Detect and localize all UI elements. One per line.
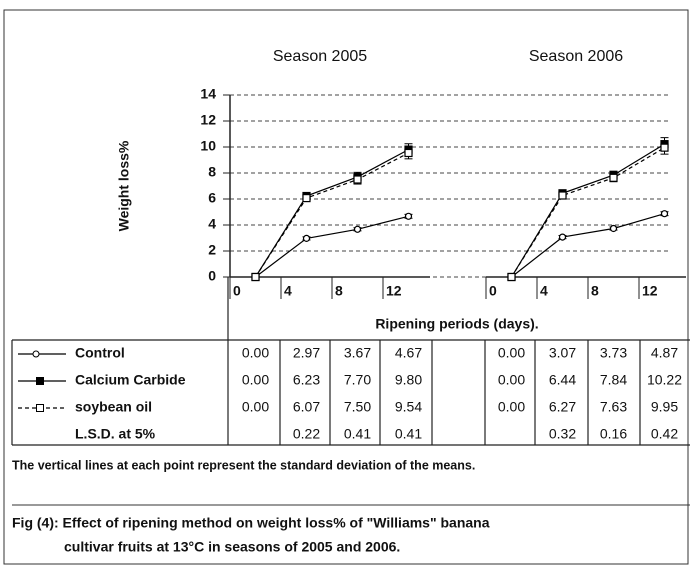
- series-line: [511, 213, 665, 278]
- point: [353, 225, 362, 233]
- table-cell: 7.63: [600, 399, 627, 415]
- table-cell: 2.97: [293, 345, 320, 361]
- point: [251, 272, 260, 282]
- legend-marker: [32, 350, 40, 358]
- caption-line: cultivar fruits at 13°C in seasons of 20…: [64, 539, 400, 555]
- series-line: [254, 149, 409, 278]
- series-line: [255, 215, 409, 278]
- table-cell: 3.67: [344, 345, 371, 361]
- series-line: [510, 143, 665, 278]
- table-cell: 9.54: [395, 399, 422, 415]
- x-tick-label: 4: [540, 283, 548, 299]
- table-lines: [11, 277, 690, 446]
- table-cell: 6.07: [293, 399, 320, 415]
- table-cell: 0.41: [395, 426, 422, 442]
- table-cell: 9.95: [651, 399, 678, 415]
- point: [404, 148, 413, 158]
- table-cell: 6.44: [549, 372, 576, 388]
- point: [558, 191, 567, 200]
- table-cell: 7.84: [600, 372, 627, 388]
- table-cell: 3.73: [600, 345, 627, 361]
- x-tick-label: 8: [335, 283, 343, 299]
- table-cell: 0.00: [242, 372, 269, 388]
- x-tick-label: 12: [642, 283, 658, 299]
- y-tick-label: 6: [208, 190, 216, 206]
- series-line: [510, 147, 665, 278]
- table-cell: 0.00: [498, 399, 525, 415]
- point: [660, 143, 669, 152]
- table-cell: 7.70: [344, 372, 371, 388]
- table-cell: 7.50: [344, 399, 371, 415]
- table-cell: 3.07: [549, 345, 576, 361]
- y-tick-label: 4: [208, 216, 216, 232]
- x-tick-label: 0: [489, 283, 497, 299]
- y-tick-label: 12: [200, 112, 216, 128]
- table-cell: 6.27: [549, 399, 576, 415]
- y-tick-label: 2: [208, 242, 216, 258]
- caption-line: Fig (4): Effect of ripening method on we…: [12, 515, 490, 531]
- point: [558, 233, 567, 241]
- table-cell: 9.80: [395, 372, 422, 388]
- x-axis-label: Ripening periods (days).: [375, 316, 538, 332]
- y-tick-label: 14: [200, 86, 216, 102]
- table-cell: 10.22: [647, 372, 682, 388]
- legend-marker: [36, 404, 44, 412]
- table-cell: 0.00: [498, 372, 525, 388]
- y-tick-label: 0: [208, 268, 216, 284]
- y-axis-label: Weight loss%: [116, 140, 132, 231]
- table-cell: 0.41: [344, 426, 371, 442]
- table-cell: 0.22: [293, 426, 320, 442]
- x-tick-label: 8: [591, 283, 599, 299]
- y-tick-label: 10: [200, 138, 216, 154]
- x-tick-label: 4: [284, 283, 292, 299]
- lsd-label: L.S.D. at 5%: [75, 426, 156, 442]
- frame: [3, 9, 689, 565]
- table-cell: 0.00: [498, 345, 525, 361]
- point: [404, 212, 413, 220]
- table-cell: 0.00: [242, 399, 269, 415]
- panel-title: Season 2006: [529, 48, 623, 65]
- table-cell: 0.32: [549, 426, 576, 442]
- table-cell: 6.23: [293, 372, 320, 388]
- legend-label: soybean oil: [75, 399, 152, 415]
- table-cell: 0.42: [651, 426, 678, 442]
- point: [507, 272, 516, 282]
- point: [609, 173, 618, 182]
- legend-marker: [36, 377, 44, 385]
- point: [660, 210, 669, 218]
- point: [302, 234, 311, 242]
- table-cell: 0.00: [242, 345, 269, 361]
- table-cell: 0.16: [600, 426, 627, 442]
- x-tick-label: 0: [233, 283, 241, 299]
- x-tick-label: 12: [386, 283, 402, 299]
- legend-label: Control: [75, 345, 125, 361]
- footnote: The vertical lines at each point represe…: [12, 458, 475, 472]
- panel-title: Season 2005: [273, 48, 367, 65]
- point: [353, 175, 362, 184]
- table-cell: 4.67: [395, 345, 422, 361]
- legend-label: Calcium Carbide: [75, 372, 186, 388]
- y-tick-label: 8: [208, 164, 216, 180]
- table-cell: 4.87: [651, 345, 678, 361]
- point: [302, 193, 311, 203]
- series-line: [254, 152, 409, 278]
- point: [609, 224, 618, 233]
